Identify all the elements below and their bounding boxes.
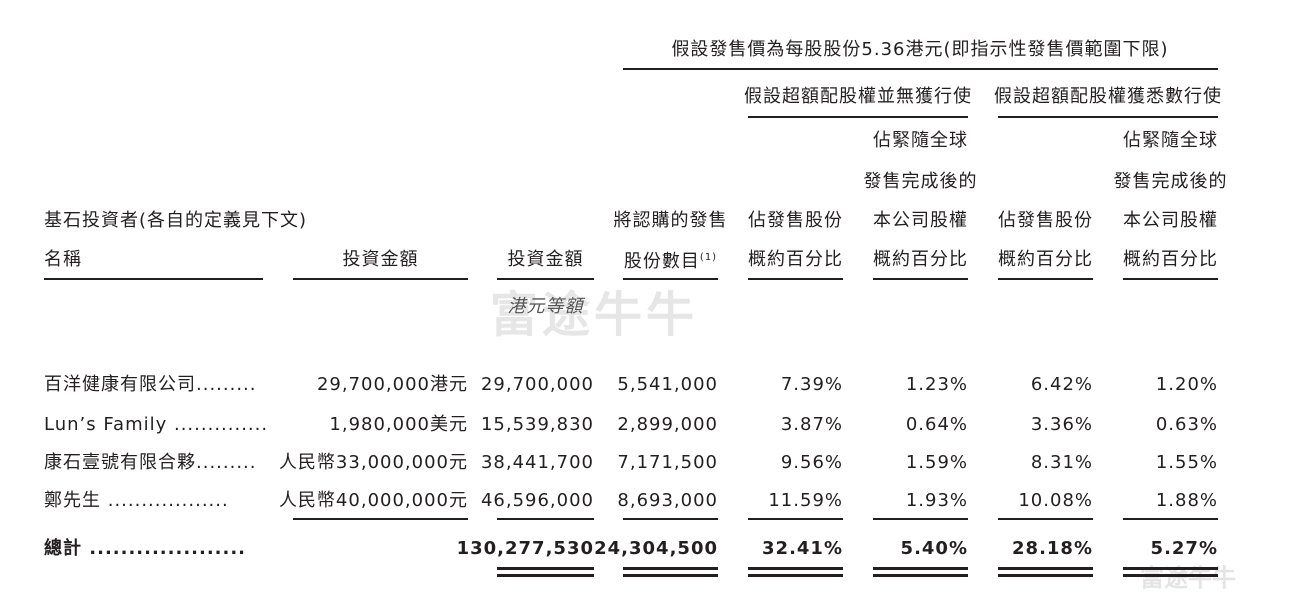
rule [623, 518, 718, 520]
cell: 1,980,000美元 [329, 414, 468, 435]
cell: 29,700,000 [480, 374, 594, 395]
double-rule [873, 567, 968, 570]
rule [748, 116, 968, 118]
total-cell: 24,304,500 [594, 538, 718, 559]
column-header: 股份數目(1) [623, 251, 718, 272]
double-rule [748, 574, 843, 577]
column-header: 投資金額 [507, 249, 584, 270]
total-cell: 28.18% [1012, 538, 1093, 559]
total-cell: 5.27% [1150, 538, 1218, 559]
double-rule [998, 574, 1093, 577]
rule [873, 518, 968, 520]
rule [497, 278, 594, 280]
double-rule [623, 574, 718, 577]
cell: 9.56% [780, 452, 843, 473]
cell: 5,541,000 [617, 374, 718, 395]
group-header: 假設發售價為每股股份5.36港元(即指示性發售價範圍下限) [671, 39, 1169, 60]
double-rule [1123, 574, 1218, 577]
cell: 3.87% [780, 414, 843, 435]
total-cell: 5.40% [900, 538, 968, 559]
cell: 2,899,000 [617, 414, 718, 435]
cell: 29,700,000港元 [316, 374, 468, 395]
cell: 人民幣40,000,000元 [278, 490, 468, 511]
rule [1123, 518, 1218, 520]
watermark: 富途牛牛 [490, 287, 699, 343]
row-label: 百洋健康有限公司......... [44, 374, 257, 395]
cell: 8,693,000 [617, 490, 718, 511]
cell: 7,171,500 [617, 452, 718, 473]
subgroup-header: 假設超額配股權獲悉數行使 [994, 86, 1222, 107]
rule [1123, 278, 1218, 280]
cell: 1.23% [905, 374, 968, 395]
unit: 港元等額 [507, 296, 584, 317]
column-header: 本公司股權 [873, 210, 968, 231]
cell: 0.64% [905, 414, 968, 435]
column-header: 將認購的發售 [613, 210, 728, 231]
double-rule [623, 567, 718, 570]
row-label: 康石壹號有限合夥......... [44, 452, 257, 473]
cell: 8.31% [1030, 452, 1093, 473]
cell: 人民幣33,000,000元 [278, 452, 468, 473]
subgroup-header: 假設超額配股權並無獲行使 [744, 86, 972, 107]
cell: 0.63% [1155, 414, 1218, 435]
total-label: 總計 .................... [44, 538, 247, 559]
cell: 3.36% [1030, 414, 1093, 435]
rule [623, 68, 1218, 70]
rule [293, 278, 468, 280]
column-header: 概約百分比 [998, 249, 1093, 270]
column-header: 概約百分比 [873, 249, 968, 270]
rule [748, 518, 843, 520]
column-header: 本公司股權 [1123, 210, 1218, 231]
column-header: 佔發售股份 [748, 210, 843, 231]
double-rule [497, 574, 594, 577]
cell: 15,539,830 [480, 414, 594, 435]
rule [44, 278, 263, 280]
cell: 10.08% [1018, 490, 1093, 511]
footnote-ref: (1) [699, 252, 718, 263]
cell: 6.42% [1030, 374, 1093, 395]
double-rule [873, 574, 968, 577]
rule [998, 278, 1093, 280]
cell: 38,441,700 [480, 452, 594, 473]
rule [748, 278, 843, 280]
column-header: 投資金額 [342, 249, 419, 270]
cell: 46,596,000 [480, 490, 594, 511]
column-header: 名稱 [44, 249, 82, 270]
column-header: 發售完成後的 [863, 171, 978, 192]
rule [293, 518, 468, 520]
column-header: 發售完成後的 [1113, 171, 1228, 192]
cell: 1.88% [1155, 490, 1218, 511]
double-rule [497, 567, 594, 570]
column-header: 佔發售股份 [998, 210, 1093, 231]
column-header: 佔緊隨全球 [873, 130, 968, 151]
cell: 7.39% [780, 374, 843, 395]
double-rule [1123, 567, 1218, 570]
cell: 1.93% [905, 490, 968, 511]
total-cell: 32.41% [762, 538, 843, 559]
column-header: 佔緊隨全球 [1123, 130, 1218, 151]
column-header: 基石投資者(各自的定義見下文) [44, 210, 308, 231]
cell: 1.20% [1155, 374, 1218, 395]
column-header: 概約百分比 [748, 249, 843, 270]
rule [998, 518, 1093, 520]
double-rule [748, 567, 843, 570]
total-cell: 130,277,530 [456, 538, 594, 559]
rule [497, 518, 594, 520]
rule [623, 278, 718, 280]
rule [998, 116, 1218, 118]
column-header: 概約百分比 [1123, 249, 1218, 270]
cell: 1.59% [905, 452, 968, 473]
row-label: Lun’s Family .............. [44, 414, 269, 435]
double-rule [998, 567, 1093, 570]
row-label: 鄭先生 .................. [44, 490, 229, 511]
rule [873, 278, 968, 280]
cell: 1.55% [1155, 452, 1218, 473]
cell: 11.59% [768, 490, 843, 511]
